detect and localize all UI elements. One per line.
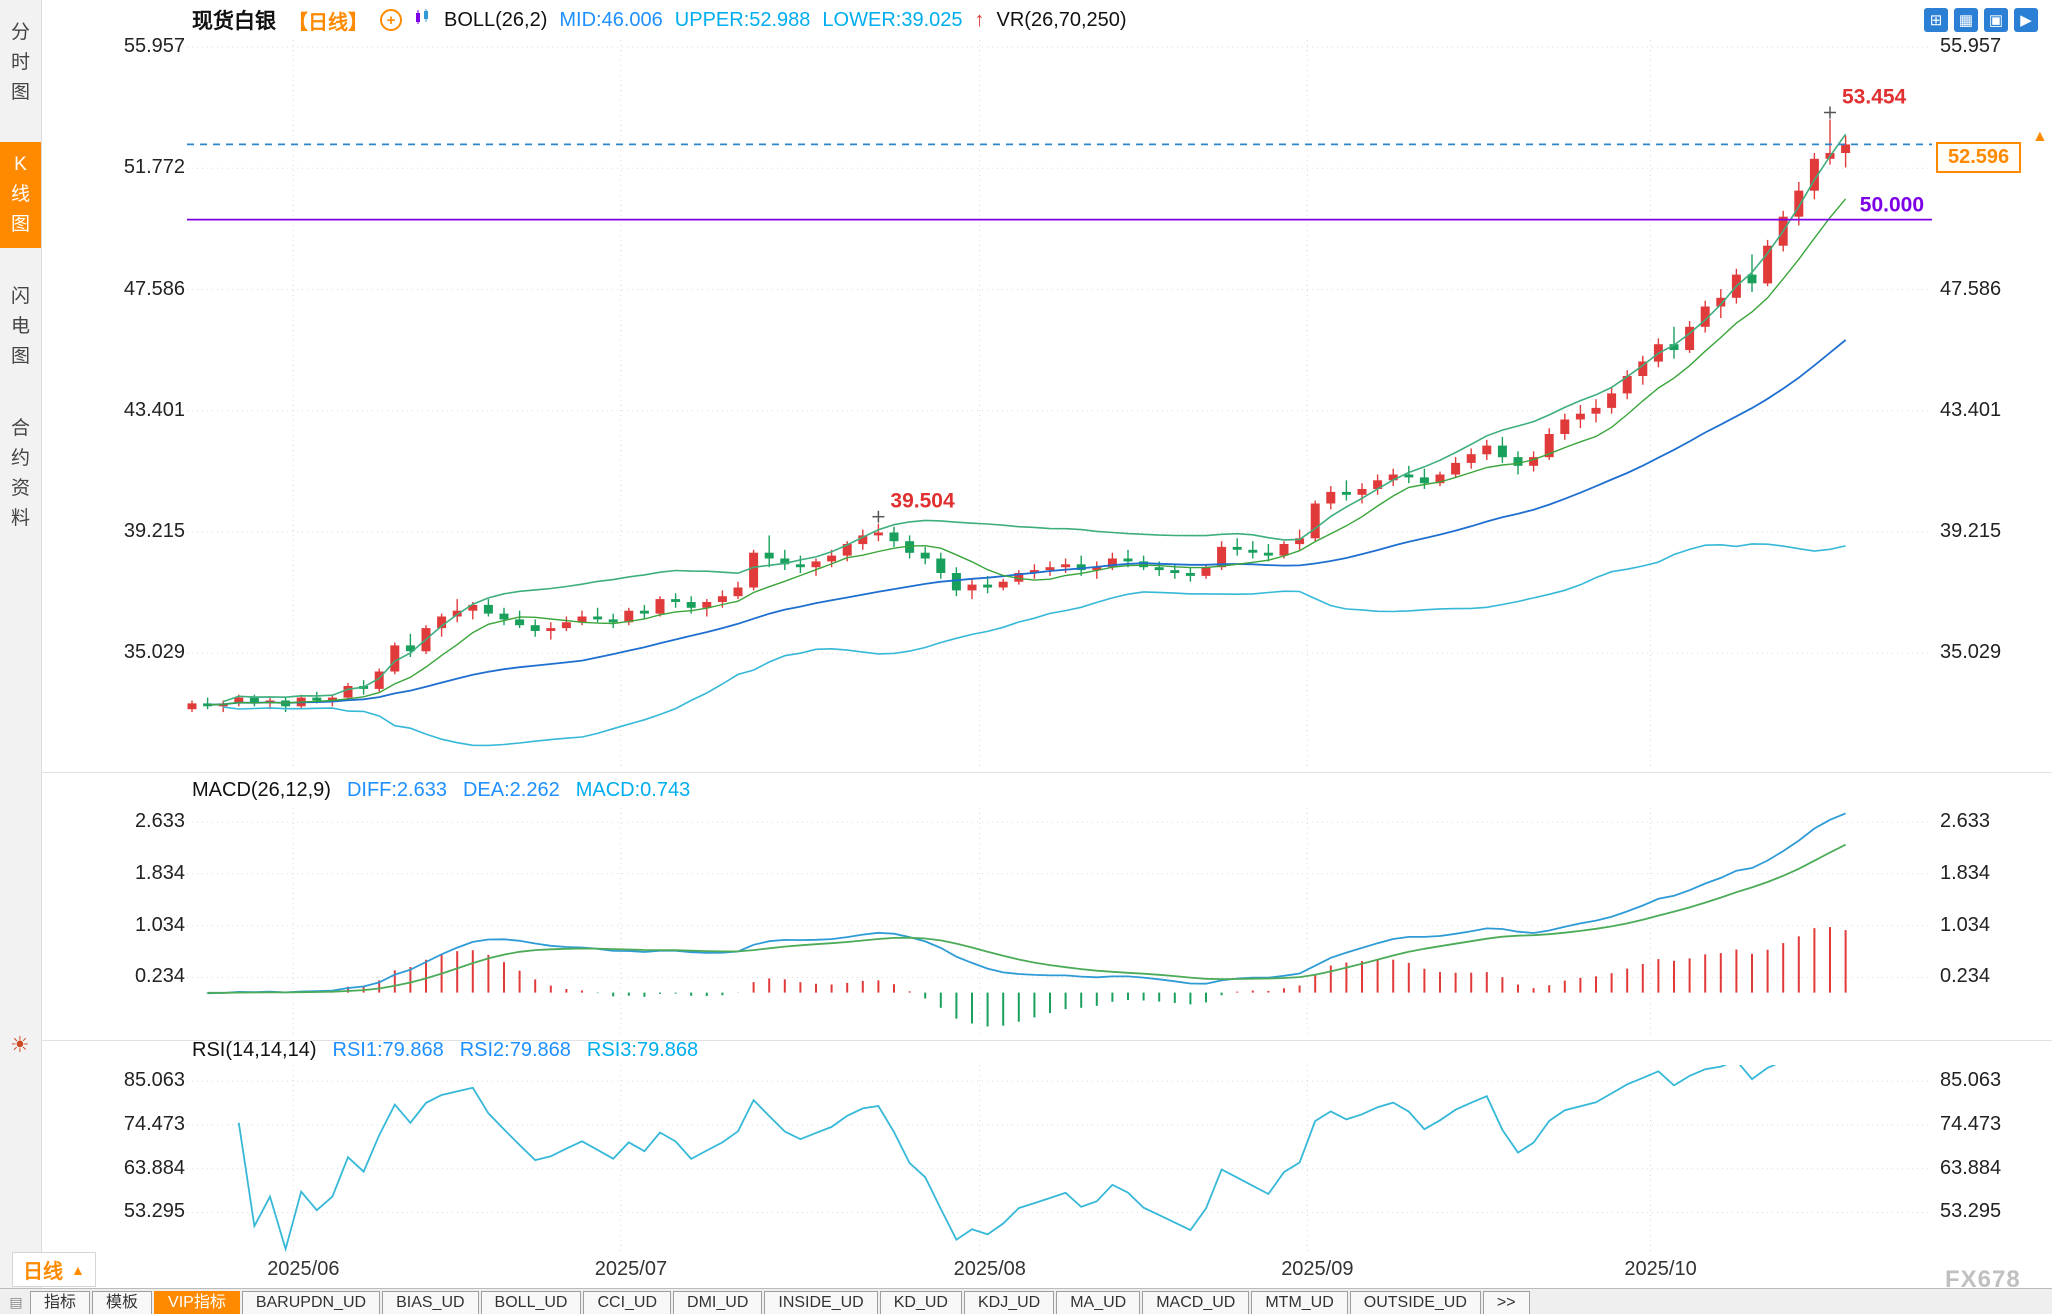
last-price-tag: 52.596 xyxy=(1936,142,2022,174)
sidebar-item-lightning-chart[interactable]: 闪 电 图 xyxy=(10,286,30,367)
axis-tick-label: 63.884 xyxy=(1940,1156,2002,1179)
rsi-chart-canvas[interactable] xyxy=(42,1065,2052,1255)
settings-sun-icon[interactable]: ☀ xyxy=(10,1032,30,1057)
axis-tick-label: 55.957 xyxy=(1940,35,2002,58)
macd-hist-value: MACD:0.743 xyxy=(575,778,691,801)
axis-tick-label: 0.234 xyxy=(134,965,185,988)
tab-[interactable]: >> xyxy=(1482,1291,1530,1314)
svg-text:50.000: 50.000 xyxy=(1860,194,1924,217)
last-price-arrow-icon: ▲ xyxy=(2032,128,2048,146)
single-chart-icon[interactable]: ▣ xyxy=(1984,8,2008,32)
axis-tick-label: 0.234 xyxy=(1940,965,1991,988)
month-label: 2025/07 xyxy=(594,1258,668,1280)
tab-inside_ud[interactable]: INSIDE_UD xyxy=(764,1291,878,1314)
multi-panel-icon[interactable]: ▦ xyxy=(1954,8,1978,32)
boll-label[interactable]: BOLL(26,2) xyxy=(444,8,548,31)
tab-kd_ud[interactable]: KD_UD xyxy=(879,1291,962,1314)
tab-boll_ud[interactable]: BOLL_UD xyxy=(480,1291,582,1314)
tab-cci_ud[interactable]: CCI_UD xyxy=(583,1291,672,1314)
axis-tick-label: 43.401 xyxy=(123,398,185,421)
axis-tick-label: 53.295 xyxy=(1940,1200,2002,1223)
tab-macd_ud[interactable]: MACD_UD xyxy=(1142,1291,1250,1314)
axis-tick-label: 43.401 xyxy=(1940,398,2002,421)
price-chart-canvas[interactable]: 50.000 39.504 53.454 xyxy=(42,40,2052,770)
forward-icon[interactable]: ▶ xyxy=(2014,8,2038,32)
axis-tick-label: 47.586 xyxy=(1940,277,2002,300)
sidebar-item-contract-info[interactable]: 合 约 资 料 xyxy=(10,418,30,529)
axis-tick-label: 85.063 xyxy=(123,1069,185,1092)
period-up-arrow-icon: ▲ xyxy=(71,1261,85,1278)
boll-mid-value: MID:46.006 xyxy=(559,8,663,31)
period-tag[interactable]: 【日线】 xyxy=(288,11,368,34)
tab-barupdn_ud[interactable]: BARUPDN_UD xyxy=(241,1291,381,1314)
axis-tick-label: 1.834 xyxy=(1940,861,1991,884)
axis-tick-label: 53.295 xyxy=(123,1200,185,1223)
tab-outside_ud[interactable]: OUTSIDE_UD xyxy=(1349,1291,1481,1314)
axis-tick-label: 55.957 xyxy=(123,35,185,58)
time-axis: 2025/06 2025/07 2025/08 2025/09 2025/10 xyxy=(42,1252,2052,1288)
macd-header: MACD(26,12,9) DIFF:2.633 DEA:2.262 MACD:… xyxy=(192,776,690,804)
axis-tick-label: 2.633 xyxy=(1940,810,1991,833)
grid-layout-icon[interactable]: ⊞ xyxy=(1924,8,1948,32)
axis-tick-label: 1.034 xyxy=(134,913,185,936)
sidebar-item-kline-chart[interactable]: K 线 图 xyxy=(0,142,41,248)
axis-tick-label: 39.215 xyxy=(1940,520,2002,543)
tab-[interactable]: 指标 xyxy=(30,1291,91,1314)
macd-chart-canvas[interactable] xyxy=(42,808,2052,1038)
indicator-list-icon[interactable]: ▤ xyxy=(9,1293,23,1310)
macd-label[interactable]: MACD(26,12,9) xyxy=(192,778,331,801)
rsi-header: RSI(14,14,14) RSI1:79.868 RSI2:79.868 RS… xyxy=(192,1036,698,1064)
axis-tick-label: 85.063 xyxy=(1940,1069,2002,1092)
axis-tick-label: 39.215 xyxy=(123,520,185,543)
left-sidebar: 分 时 图 K 线 图 闪 电 图 合 约 资 料 xyxy=(0,0,42,1314)
axis-tick-label: 74.473 xyxy=(1940,1113,2002,1135)
macd-diff-value: DIFF:2.633 xyxy=(346,778,447,801)
rsi-label[interactable]: RSI(14,14,14) xyxy=(192,1038,317,1061)
boll-upper-value: UPPER:52.988 xyxy=(674,8,811,31)
period-selector[interactable]: 日线 ▲ xyxy=(12,1252,96,1287)
header-toolbar: ⊞ ▦ ▣ ▶ xyxy=(1924,8,2038,32)
axis-tick-label: 74.473 xyxy=(123,1113,185,1135)
axis-tick-label: 2.633 xyxy=(134,810,185,833)
tab-vip[interactable]: VIP指标 xyxy=(154,1291,240,1314)
axis-tick-label: 47.586 xyxy=(123,277,185,300)
tab-[interactable]: 模板 xyxy=(92,1291,153,1314)
panel-separator xyxy=(42,772,2052,773)
axis-tick-label: 35.029 xyxy=(1940,641,2002,664)
tab-ma_ud[interactable]: MA_UD xyxy=(1056,1291,1141,1314)
svg-text:53.454: 53.454 xyxy=(1842,86,1907,109)
month-label: 2025/08 xyxy=(953,1258,1026,1280)
axis-tick-label: 1.834 xyxy=(134,861,185,884)
tab-bias_ud[interactable]: BIAS_UD xyxy=(382,1291,479,1314)
axis-tick-label: 51.772 xyxy=(123,156,185,179)
month-label: 2025/09 xyxy=(1281,1258,1354,1280)
boll-indicator-icon xyxy=(414,8,432,32)
rsi3-value: RSI3:79.868 xyxy=(586,1038,699,1061)
rsi1-value: RSI1:79.868 xyxy=(332,1038,444,1061)
axis-tick-label: 1.034 xyxy=(1940,913,1991,936)
tab-kdj_ud[interactable]: KDJ_UD xyxy=(963,1291,1055,1314)
tab-mtm_ud[interactable]: MTM_UD xyxy=(1251,1291,1348,1314)
axis-tick-label: 63.884 xyxy=(123,1156,185,1179)
month-label: 2025/06 xyxy=(267,1258,340,1280)
period-selector-label: 日线 xyxy=(23,1261,63,1283)
month-label: 2025/10 xyxy=(1624,1258,1697,1280)
vr-up-arrow-icon: ↑ xyxy=(974,8,985,31)
vr-label[interactable]: VR(26,70,250) xyxy=(996,8,1127,31)
boll-lower-value: LOWER:39.025 xyxy=(822,8,963,31)
rsi2-value: RSI2:79.868 xyxy=(459,1038,571,1061)
axis-tick-label: 35.029 xyxy=(123,641,185,664)
indicator-tab-bar: ▤ 指标 模板 VIP指标 BARUPDN_UD BIAS_UD BOLL_UD CCI_U… xyxy=(0,1288,2052,1314)
tab-dmi_ud[interactable]: DMI_UD xyxy=(673,1291,763,1314)
panel-separator xyxy=(42,1040,2052,1041)
add-indicator-icon[interactable]: + xyxy=(380,9,402,31)
chart-header: 现货白银 【日线】 + BOLL(26,2) MID:46.006 UPPER:… xyxy=(42,0,2052,40)
symbol-title: 现货白银 xyxy=(192,10,276,33)
macd-dea-value: DEA:2.262 xyxy=(462,778,560,801)
sidebar-item-time-chart[interactable]: 分 时 图 xyxy=(10,22,30,103)
svg-text:39.504: 39.504 xyxy=(890,490,955,513)
